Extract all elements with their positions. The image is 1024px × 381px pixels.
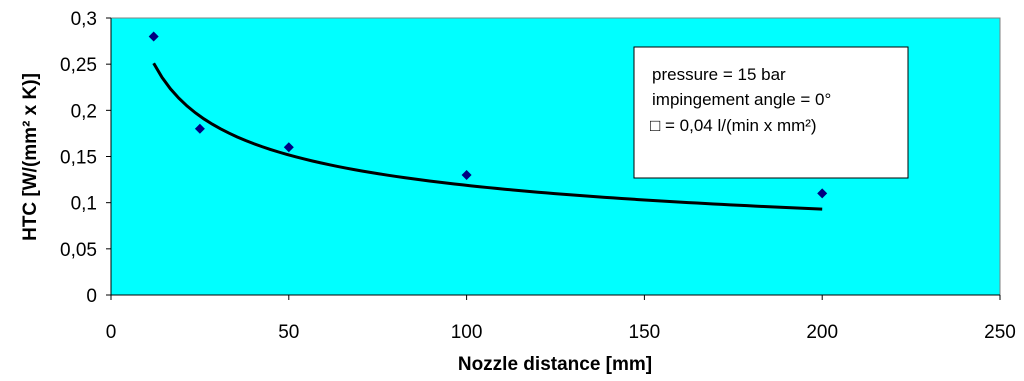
- annotation-line-angle: impingement angle = 0°: [652, 90, 831, 109]
- y-tick-label: 0,1: [71, 194, 97, 215]
- data-point: [283, 142, 294, 153]
- annotation-line-pressure: pressure = 15 bar: [652, 65, 786, 84]
- data-point: [194, 123, 205, 134]
- x-axis-title: Nozzle distance [mm]: [458, 354, 652, 375]
- y-tick-label: 0,25: [60, 55, 97, 76]
- trendline: [152, 62, 823, 211]
- x-tick-label: 50: [278, 322, 299, 343]
- y-tick-label: 0,3: [71, 9, 97, 30]
- data-points: [148, 31, 828, 199]
- x-axis: 0 50 100 150 200 250: [106, 294, 1016, 343]
- y-tick-label: 0,15: [60, 148, 97, 169]
- annotation-line-flow: □ = 0,04 l/(min x mm²): [650, 116, 817, 135]
- y-tick-label: 0: [86, 286, 97, 307]
- x-tick-label: 0: [106, 322, 117, 343]
- data-point: [148, 31, 159, 42]
- x-tick-label: 100: [451, 322, 483, 343]
- x-tick-label: 250: [984, 322, 1016, 343]
- data-point: [461, 169, 472, 180]
- annotation-box: pressure = 15 bar impingement angle = 0°…: [633, 46, 909, 179]
- y-tick-label: 0,2: [71, 101, 97, 122]
- x-ticks: 0 50 100 150 200 250: [106, 295, 1016, 343]
- x-tick-label: 150: [629, 322, 661, 343]
- x-tick-label: 200: [806, 322, 838, 343]
- y-axis: 0 0,05 0,1 0,15 0,2 0,25 0,3: [60, 9, 112, 307]
- y-tick-label: 0,05: [60, 240, 97, 261]
- y-axis-title: HTC [W/(mm² x K)]: [20, 73, 41, 241]
- data-point: [817, 188, 828, 199]
- y-ticks: 0 0,05 0,1 0,15 0,2 0,25 0,3: [60, 9, 111, 307]
- annotation-frame: [633, 46, 909, 179]
